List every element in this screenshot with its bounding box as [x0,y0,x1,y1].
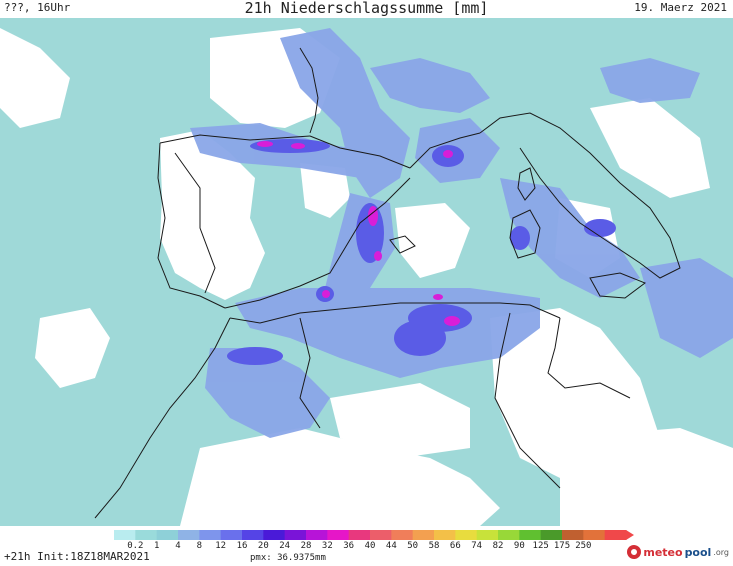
legend-swatch [498,530,520,540]
legend-tick-label: 175 [553,541,571,551]
header-location-time: ???, 16Uhr [4,1,71,14]
legend-swatch [327,530,350,540]
legend-swatch [348,530,371,540]
meteopool-logo-icon [627,545,642,559]
legend-swatch [604,530,627,540]
legend-tick-label: 90 [513,541,525,551]
coastlines [94,47,681,519]
legend-swatch [306,530,328,540]
legend-tick-label: 50 [407,541,419,551]
legend-swatch [562,530,584,540]
legend-tick-label: 16 [236,541,248,551]
legend-tick-label: 24 [279,541,291,551]
legend-swatch [284,530,307,540]
legend-swatch [519,530,542,540]
precipitation-map [0,18,733,526]
legend-swatch [114,530,136,540]
legend-tick-label: 58 [428,541,440,551]
page-title: 21h Niederschlagssumme [mm] [244,0,489,17]
legend-tick-label: 4 [175,541,181,551]
legend-swatch [156,530,179,540]
brand-logo[interactable]: meteo pool .org [627,545,729,559]
legend-tick-label: 0.2 [127,541,144,551]
legend-tick-label: 125 [532,541,549,551]
brand-pool: pool [684,545,712,559]
legend-arrow [626,530,634,540]
legend-tick-label: 8 [196,541,203,551]
legend-swatch [263,530,286,540]
brand-org: .org [713,547,729,557]
legend-swatch [178,530,200,540]
legend-tick-label: 250 [575,541,592,551]
legend-swatch [540,530,563,540]
legend-swatch [370,530,392,540]
legend-swatch [583,530,606,540]
legend-tick-label: 36 [343,541,355,551]
forecast-init: +21h Init:18Z18MAR2021 [4,550,150,563]
header-date: 19. Maerz 2021 [634,1,727,14]
legend-tick-label: 32 [321,541,333,551]
legend-swatch [220,530,243,540]
legend-swatch [242,530,264,540]
legend-swatch [455,530,478,540]
legend-swatch [199,530,222,540]
legend-tick-label: 66 [449,541,461,551]
legend-tick-label: 40 [364,541,376,551]
forecast-pmx: pmx: 36.9375mm [250,553,326,563]
brand-meteo: meteo [643,545,683,559]
legend-swatch [135,530,158,540]
legend-tick-label: 44 [385,541,397,551]
legend-swatch [476,530,499,540]
legend-colorbar [114,530,634,540]
legend-swatch [391,530,414,540]
legend-tick-label: 28 [300,541,312,551]
legend-tick-label: 12 [215,541,227,551]
legend-labels: 0.2 1 4 8 12 16 20 24 28 32 36 40 44 50 58 66 74 82 90 125 1… [0,541,733,553]
legend-tick-label: 20 [257,541,269,551]
legend-swatch [412,530,435,540]
legend-swatch [434,530,456,540]
legend-tick-label: 1 [153,541,160,551]
legend-tick-label: 82 [492,541,504,551]
legend-tick-label: 74 [471,541,483,551]
